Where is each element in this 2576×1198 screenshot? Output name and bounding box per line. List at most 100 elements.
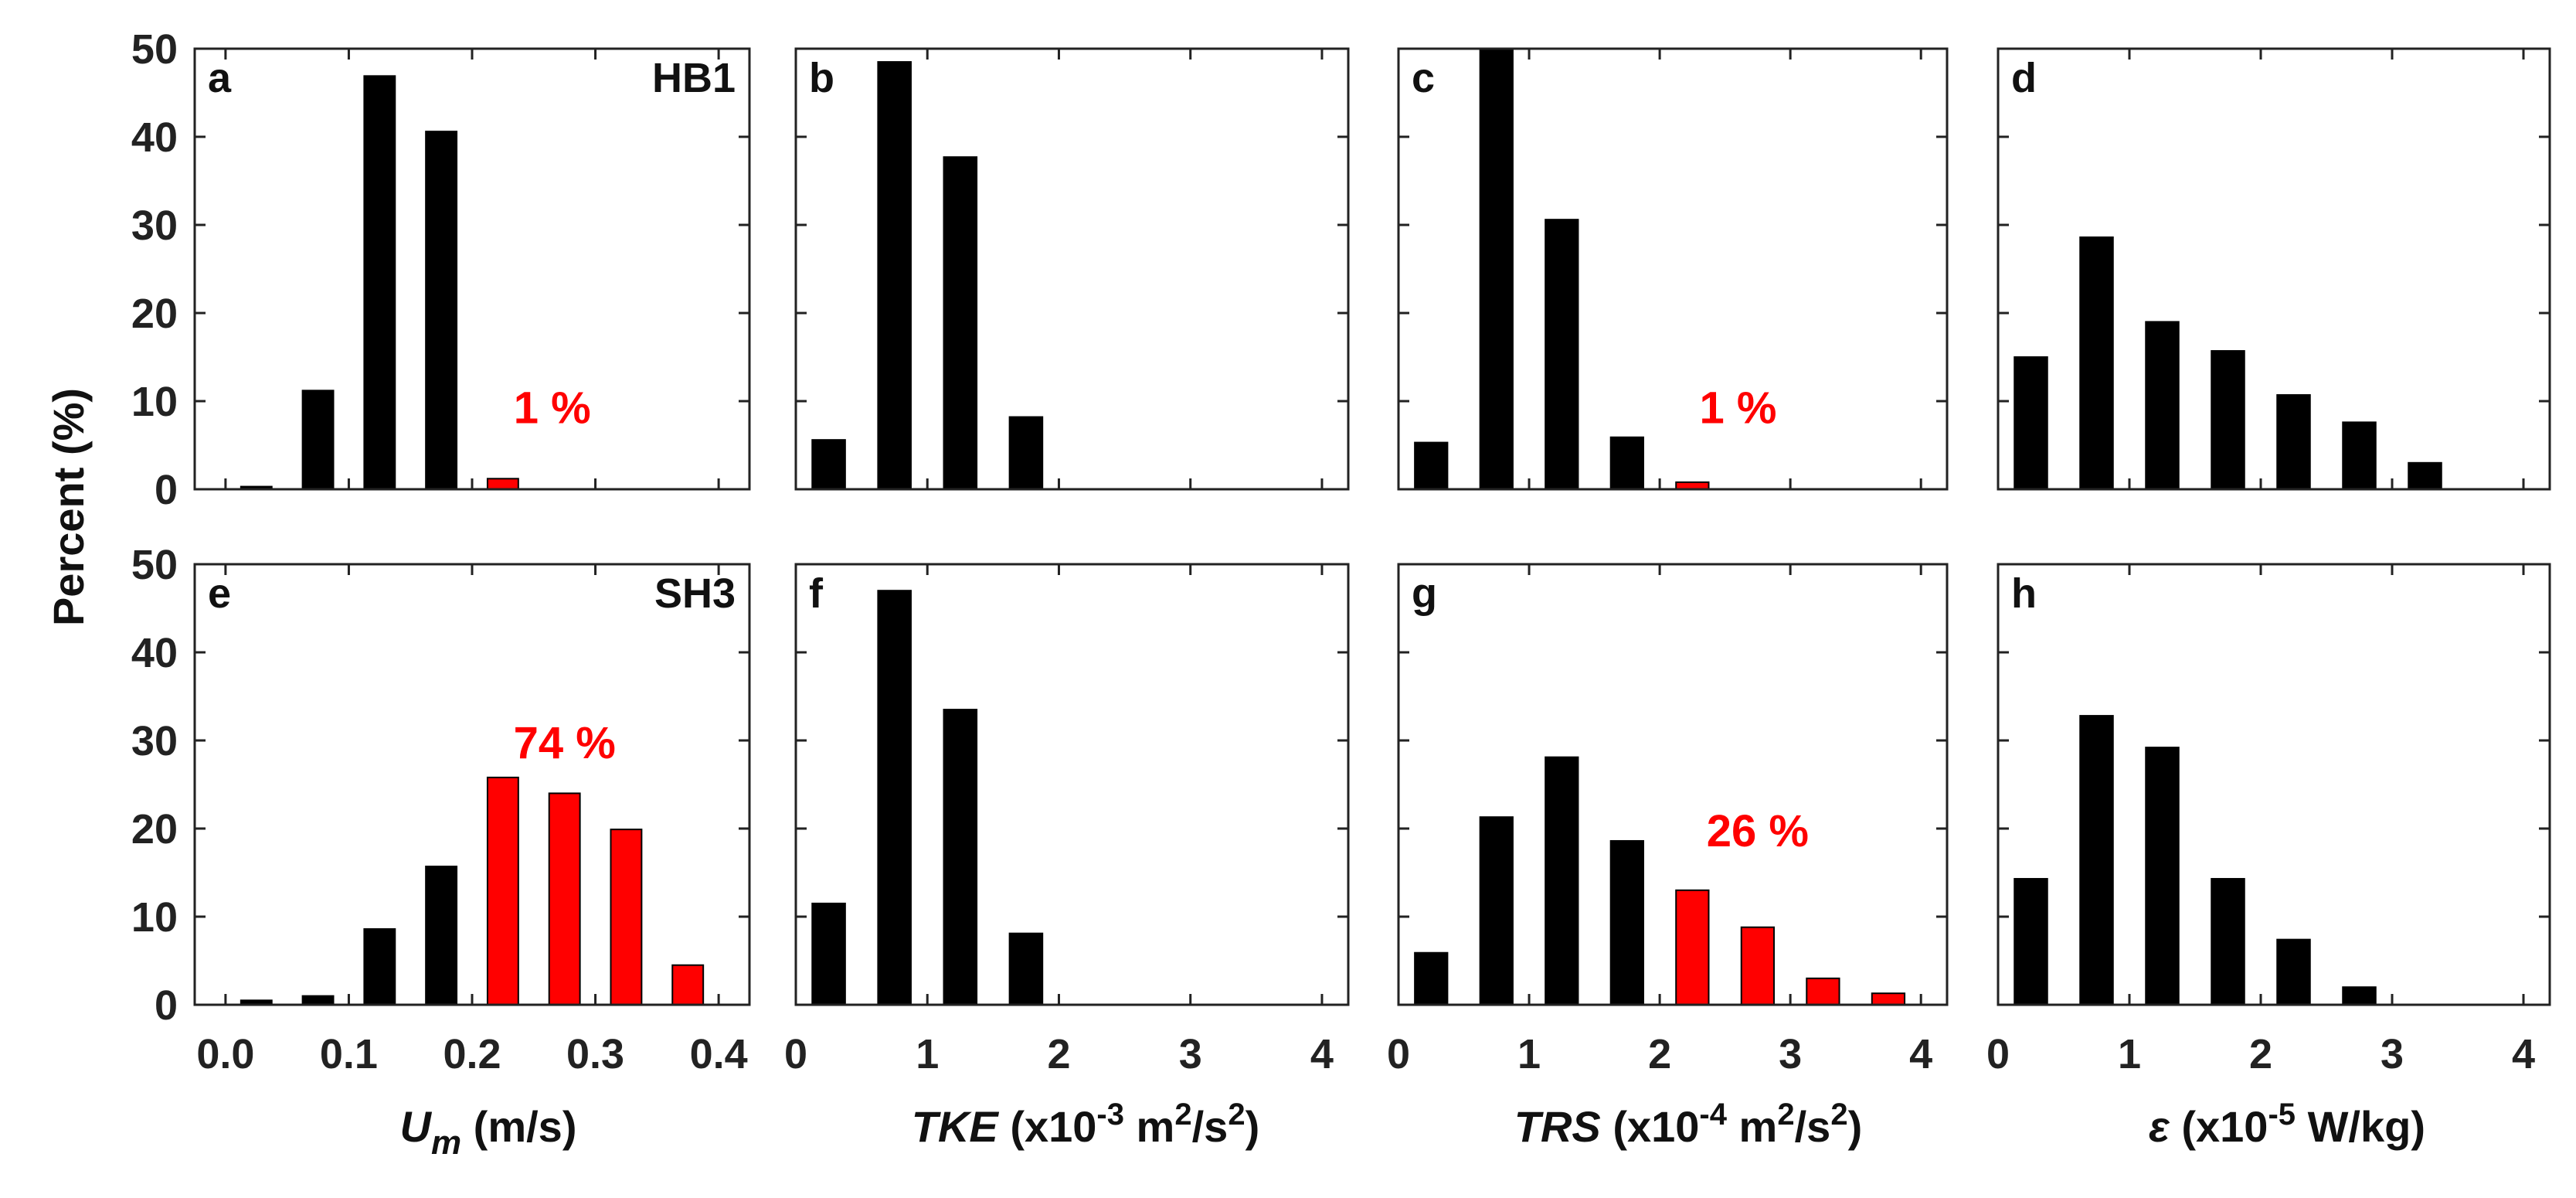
site-label-e: SH3 [654,570,736,617]
bar-d-1 [2079,236,2114,490]
xtick-label-g: 4 [1909,1031,1932,1077]
bar-c-0 [1414,441,1449,491]
bar-e-4 [486,776,519,1006]
bar-e-1 [301,995,335,1006]
xtick-label-e: 0.2 [443,1031,501,1077]
xtick-label-e: 0.4 [690,1031,748,1077]
axes-box-e [193,563,751,1006]
bar-h-5 [2342,986,2377,1006]
ytick-label-e: 10 [131,894,178,941]
bar-g-2 [1545,756,1579,1006]
bar-h-4 [2276,938,2311,1006]
bar-d-3 [2211,350,2245,490]
bar-a-3 [425,131,458,490]
bar-d-2 [2145,321,2180,490]
ytick-label-a: 30 [131,203,178,249]
xtick-label-h: 2 [2249,1031,2272,1077]
xtick-label-e: 0.1 [320,1031,378,1077]
panel-f: 0 1 2 3 4 f [784,563,1350,1077]
ytick-label-a: 10 [131,379,178,425]
x-axis-title-epsilon: ε (x10-5 W/kg) [2149,1098,2425,1151]
bar-g-5 [1740,926,1776,1006]
bar-d-0 [2014,356,2048,490]
bar-e-5 [548,792,581,1006]
panel-b: b [794,47,1350,491]
bar-d-6 [2408,461,2442,490]
ytick-label-e: 0 [155,982,178,1029]
ytick-label-a: 0 [155,467,178,513]
axes-box-h [1997,563,2551,1006]
y-axis-title: Percent (%) [44,388,93,626]
bar-d-4 [2276,394,2311,490]
bar-c-2 [1545,219,1579,490]
xtick-label-h: 1 [2118,1031,2141,1077]
bar-h-0 [2014,877,2048,1006]
bar-c-1 [1479,48,1514,490]
bar-g-6 [1806,977,1840,1006]
panel-letter-f: f [809,570,824,617]
bar-a-1 [301,390,335,491]
xtick-label-f: 3 [1179,1031,1202,1077]
ytick-label-a: 20 [131,291,178,337]
bar-d-5 [2342,421,2377,490]
panel-letter-d: d [2011,55,2037,101]
bar-a-2 [363,75,396,490]
bar-e-7 [671,964,705,1006]
axes-box-f [794,563,1350,1006]
x-axis-title-um: Um (m/s) [400,1102,577,1162]
ytick-label-e: 30 [131,718,178,764]
axes-box-c [1397,47,1949,491]
bar-e-2 [363,927,396,1006]
axes-box-b [794,47,1350,491]
xtick-label-g: 2 [1648,1031,1671,1077]
axes-box-a [193,47,751,491]
bar-a-4 [486,478,519,491]
bar-b-1 [877,61,912,491]
axes-box-g [1397,563,1949,1006]
percent-annotation-c: 1 % [1700,383,1777,434]
ytick-label-a: 40 [131,114,178,161]
ytick-label-e: 50 [131,542,178,588]
bar-b-0 [811,439,846,490]
bar-g-7 [1871,992,1906,1006]
xtick-label-h: 4 [2512,1031,2535,1077]
xtick-label-e: 0.0 [196,1031,254,1077]
panel-g: 0 1 2 3 4 g 26 % [1387,563,1949,1077]
xtick-label-g: 0 [1387,1031,1410,1077]
bar-f-2 [943,709,978,1006]
bar-e-6 [610,829,643,1006]
bar-g-0 [1414,951,1449,1006]
xtick-label-f: 1 [916,1031,939,1077]
axes-box-d [1997,47,2551,491]
bar-g-1 [1479,816,1514,1006]
percent-annotation-g: 26 % [1707,806,1809,856]
panel-letter-h: h [2011,570,2037,617]
xtick-label-f: 0 [784,1031,807,1077]
xtick-label-f: 4 [1310,1031,1334,1077]
panel-d: d [1997,47,2551,491]
panel-a: 0 10 20 30 40 50 a HB1 1 % [131,26,751,513]
x-axis-title-trs: TRS (x10-4 m2/s2) [1514,1098,1862,1151]
bar-g-3 [1609,839,1644,1006]
bar-c-3 [1609,436,1644,490]
bar-f-3 [1008,932,1044,1006]
ytick-label-e: 40 [131,630,178,676]
xtick-label-h: 3 [2381,1031,2404,1077]
panel-letter-c: c [1412,55,1435,101]
bar-f-1 [877,590,912,1006]
panel-c: c 1 % [1397,47,1949,491]
bar-e-3 [425,866,458,1006]
bar-b-2 [943,156,978,490]
panel-letter-a: a [208,55,232,101]
bar-h-1 [2079,715,2114,1006]
panel-letter-g: g [1412,570,1437,617]
xtick-label-g: 1 [1517,1031,1541,1077]
bar-h-3 [2211,877,2245,1006]
xtick-label-f: 2 [1047,1031,1070,1077]
panel-e: 0 10 20 30 40 50 0.0 0.1 0.2 0.3 0.4 e SH3 74 % [131,542,751,1077]
ytick-label-a: 50 [131,26,178,73]
panel-letter-e: e [208,570,231,617]
percent-annotation-a: 1 % [514,383,591,434]
